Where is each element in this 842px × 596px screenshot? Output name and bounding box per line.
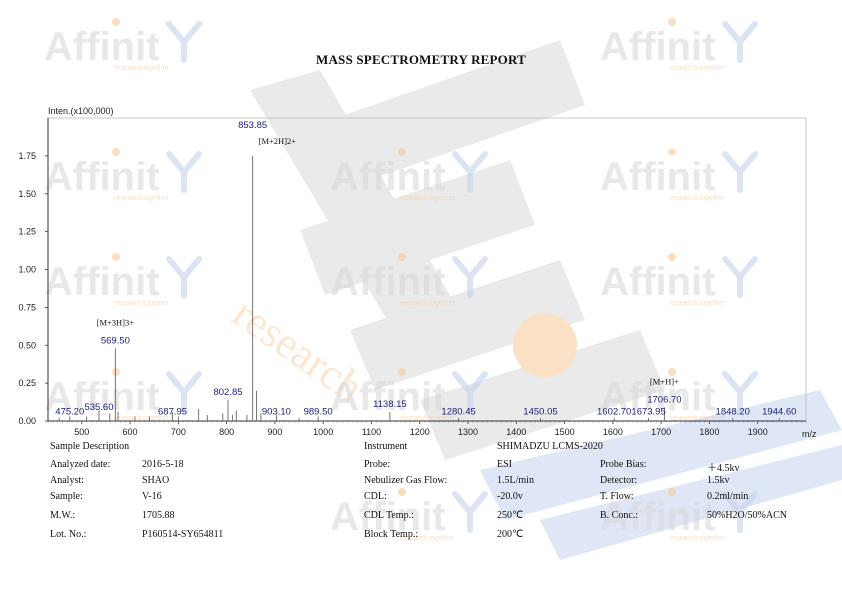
x-tick-label: 1400 [506, 427, 526, 437]
info-label: Sample Description [50, 441, 130, 452]
info-label: CDL: [364, 491, 387, 502]
peak-mz-label: 1706.70 [647, 394, 681, 405]
peak-mz-label: 1848.20 [716, 406, 750, 417]
info-value: V-16 [142, 491, 162, 502]
info-label: Sample: [50, 491, 83, 502]
x-tick-label: 1300 [458, 427, 478, 437]
x-tick-label: 1500 [555, 427, 575, 437]
y-tick-label: 0.25 [18, 378, 36, 388]
info-label: CDL Temp.: [364, 510, 414, 521]
y-tick-label: 1.75 [18, 151, 36, 161]
info-value: 1.5L/min [497, 475, 534, 486]
peak-mz-label: 989.50 [304, 406, 333, 417]
y-axis-label: Inten.(x100,000) [48, 106, 114, 116]
peak-mz-label: 1280.45 [441, 406, 475, 417]
y-tick-label: 0.00 [18, 416, 36, 426]
info-label: Analyst: [50, 475, 84, 486]
info-label: Nebulizer Gas Flow: [364, 475, 448, 486]
y-tick-label: 0.75 [18, 302, 36, 312]
peak-mz-label: 475.20 [55, 406, 84, 417]
peak-mz-label: 853.85 [238, 120, 267, 131]
info-value: 50%H2O/50%ACN [707, 510, 787, 521]
info-value: 1.5kv [707, 475, 730, 486]
y-tick-label: 1.00 [18, 265, 36, 275]
x-tick-label: 800 [219, 427, 234, 437]
info-value: SHAO [142, 475, 170, 486]
x-tick-label: 500 [74, 427, 89, 437]
info-label: B. Conc.: [600, 510, 639, 521]
y-tick-label: 1.25 [18, 227, 36, 237]
info-label: T. Flow: [600, 491, 634, 502]
info-value: ESI [497, 459, 512, 470]
peak-mz-label: 569.50 [101, 335, 130, 346]
info-label: Instrument [364, 441, 408, 452]
x-axis-label: m/z [802, 429, 817, 439]
peak-mz-label: 1602.70 [597, 406, 631, 417]
info-value: ＋4.5kv [707, 463, 740, 474]
y-tick-label: 1.50 [18, 189, 36, 199]
peak-mz-label: 1138.15 [373, 399, 407, 410]
plot-frame [47, 117, 807, 422]
x-tick-label: 1700 [651, 427, 671, 437]
peak-mz-label: 687.95 [158, 406, 187, 417]
x-tick-label: 700 [171, 427, 186, 437]
info-label: M.W.: [50, 510, 76, 521]
info-value: 2016-5-18 [142, 459, 184, 470]
peak-mz-label: 802.85 [213, 387, 242, 398]
info-label: Probe Bias: [600, 459, 647, 470]
x-tick-label: 600 [123, 427, 138, 437]
info-value: P160514-SY654811 [142, 529, 224, 540]
info-value: 250℃ [497, 510, 524, 521]
peak-mz-label: 1450.05 [523, 406, 557, 417]
report-title: MASS SPECTROMETRY REPORT [316, 52, 526, 67]
info-value: SHIMADZU LCMS-2020 [497, 441, 603, 452]
ion-annotation: [M+2H]2+ [259, 136, 297, 146]
ion-annotation: [M+H]+ [650, 377, 679, 387]
chart-axes: Inten.(x100,000) m/z 0.00 0.25 0.50 0.75 1.00 1… [18, 106, 817, 439]
y-tick-label: 0.50 [18, 340, 36, 350]
x-tick-label: 1100 [362, 427, 381, 437]
peak-mz-label: 1944.60 [762, 406, 796, 417]
x-tick-label: 900 [267, 427, 282, 437]
peak-mz-label: 535.60 [84, 402, 113, 413]
info-label: Lot. No.: [50, 529, 87, 540]
x-tick-label: 1800 [699, 427, 719, 437]
info-label: Block Temp.: [364, 529, 419, 540]
x-tick-label: 1200 [410, 427, 430, 437]
chart-peaks [58, 155, 780, 421]
x-tick-label: 1900 [748, 427, 768, 437]
info-value: 1705.88 [142, 510, 175, 521]
x-tick-label: 1000 [313, 427, 333, 437]
info-label: Probe: [364, 459, 391, 470]
x-tick-label: 1600 [603, 427, 623, 437]
info-value: 0.2ml/min [707, 491, 749, 502]
chart-labels: 853.85 569.50 802.85 1706.70 475.20 535.60 687… [55, 120, 796, 417]
info-label: Analyzed date: [50, 459, 111, 470]
info-value: -20.0v [497, 491, 523, 502]
info-label: Detector: [600, 475, 638, 486]
ion-annotation: [M+3H]3+ [97, 318, 135, 328]
peak-mz-label: 903.10 [262, 406, 291, 417]
peak-mz-label: 1673.95 [631, 406, 665, 417]
info-value: 200℃ [497, 529, 524, 540]
